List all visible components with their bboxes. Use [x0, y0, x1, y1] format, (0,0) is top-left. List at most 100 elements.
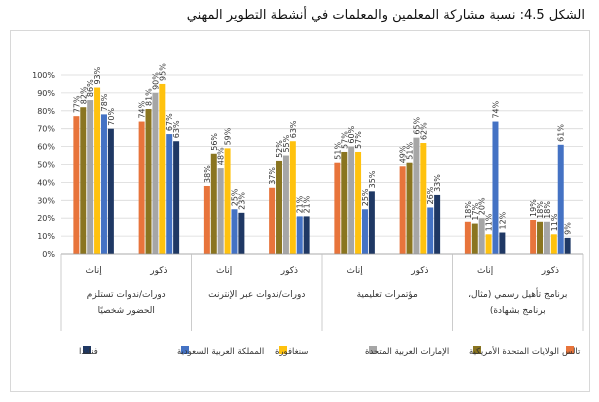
subgroup-label: ذكور [541, 266, 559, 276]
bar [231, 209, 238, 254]
legend-label: الولايات المتحدة الأمريكية [469, 346, 559, 357]
data-label: 21% [303, 195, 312, 213]
bar [303, 216, 310, 254]
y-tick-label: 0% [42, 250, 55, 259]
chart-title: الشكل 4.5: نسبة مشاركة المعلمين والمعلما… [186, 8, 585, 23]
data-label: 18% [543, 201, 552, 219]
data-label: 19% [529, 199, 538, 217]
bar [73, 116, 80, 254]
data-label: 56% [210, 133, 219, 151]
bar [152, 92, 159, 255]
data-label: 11% [550, 213, 559, 231]
bar [557, 144, 564, 254]
data-label: 20% [478, 197, 487, 215]
data-label: 78% [100, 93, 109, 111]
bar [406, 162, 413, 254]
legend-swatch [566, 346, 574, 354]
data-label: 26% [426, 186, 435, 204]
y-tick-label: 50% [37, 161, 55, 170]
legend-label: تالس [562, 347, 581, 357]
data-label: 63% [289, 120, 298, 138]
data-label: 23% [237, 192, 246, 210]
group-label: الحضور شخصيًا [98, 306, 155, 316]
data-label: 62% [419, 122, 428, 140]
subgroup-label: إناث [86, 266, 102, 276]
data-label: 81% [145, 88, 154, 106]
bar [499, 232, 506, 254]
y-tick-label: 10% [37, 232, 55, 241]
data-label: 48% [217, 147, 226, 165]
bar [217, 168, 224, 254]
subgroup-label: ذكور [149, 266, 167, 276]
data-label: 51% [333, 142, 342, 160]
legend-swatch [83, 346, 91, 354]
group-label: مؤتمرات تعليمية [357, 290, 418, 300]
data-label: 35% [368, 170, 377, 188]
y-tick-label: 100% [32, 71, 55, 80]
bar [420, 143, 427, 254]
data-label: 55% [282, 134, 291, 152]
bar [282, 155, 289, 254]
bar [348, 146, 355, 254]
group-label: برنامج تأهيل رسمي (مثال، [468, 287, 567, 300]
bar [138, 121, 145, 254]
bar [296, 216, 303, 254]
legend-label: الإمارات العربية المتحدة [365, 347, 449, 357]
bar [492, 121, 499, 254]
bar [87, 100, 94, 254]
y-tick-label: 80% [37, 107, 55, 116]
data-label: 61% [557, 124, 566, 142]
bar [478, 218, 485, 254]
data-label: 25% [361, 188, 370, 206]
data-label: 25% [230, 188, 239, 206]
bar [210, 153, 217, 254]
group-label: برنامج بشهادة) [490, 306, 546, 316]
bar [399, 166, 406, 254]
data-label: 65% [412, 116, 421, 134]
data-label: 18% [536, 201, 545, 219]
subgroup-label: ذكور [410, 266, 428, 276]
data-label: 52% [275, 140, 284, 158]
data-label: 51% [406, 142, 415, 160]
bar [334, 162, 341, 254]
data-label: 90% [151, 72, 160, 90]
bar [530, 219, 537, 254]
data-label: 57% [340, 131, 349, 149]
bar [94, 87, 101, 254]
data-label: 21% [296, 195, 305, 213]
data-label: 60% [347, 125, 356, 143]
data-label: 70% [107, 108, 116, 126]
data-label: 67% [165, 113, 174, 131]
data-label: 95% [158, 63, 167, 81]
bar [341, 151, 348, 254]
group-label: دورات/ندوات تستلزم [87, 290, 166, 300]
bar [368, 191, 375, 254]
legend-swatch [369, 346, 377, 354]
bar [543, 221, 550, 254]
data-label: 17% [471, 202, 480, 220]
bar [173, 141, 180, 254]
bar [564, 237, 571, 254]
data-label: 63% [172, 120, 181, 138]
bar [238, 212, 245, 254]
bar [355, 151, 362, 254]
legend-label: سنغافورة [275, 347, 308, 357]
legend-label: فنلندا [79, 347, 98, 357]
y-tick-label: 40% [37, 178, 55, 187]
subgroup-label: إناث [216, 266, 232, 276]
data-label: 37% [268, 167, 277, 185]
data-label: 11% [485, 213, 494, 231]
data-label: 93% [93, 66, 102, 84]
bar [269, 187, 276, 254]
bar [485, 234, 492, 254]
bar [100, 114, 107, 254]
data-label: 33% [433, 174, 442, 192]
bar [413, 137, 420, 254]
bar [159, 83, 166, 254]
bar [80, 107, 87, 254]
bar [224, 148, 231, 254]
bar [471, 223, 478, 254]
bar [166, 134, 173, 254]
bar [203, 185, 210, 254]
